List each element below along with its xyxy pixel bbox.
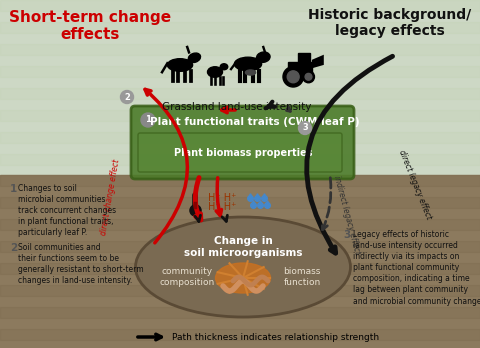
Text: Legacy effects of historic
land-use intensity occurred
indirectly via its impact: Legacy effects of historic land-use inte… [353,230,480,306]
Text: Historic background/
legacy effects: Historic background/ legacy effects [308,8,472,38]
Text: 2: 2 [124,93,130,102]
Circle shape [141,113,155,127]
Text: 3: 3 [302,124,308,133]
Bar [0,154,480,165]
Text: direct legacy effect: direct legacy effect [397,149,433,221]
Text: 2: 2 [10,243,17,253]
Text: Grassland land-use intensity: Grassland land-use intensity [162,102,312,112]
Ellipse shape [256,52,270,62]
Text: Soil communities and
their functions seem to be
generally resistant to short-ter: Soil communities and their functions see… [18,243,144,285]
Text: 3: 3 [343,230,350,240]
Text: direct change effect: direct change effect [99,158,121,236]
Circle shape [302,71,314,83]
Circle shape [120,90,133,103]
Bar [0,175,480,186]
Text: community
composition: community composition [159,267,215,287]
Text: Short-term change
effects: Short-term change effects [9,10,171,42]
Bar [288,62,312,75]
Circle shape [299,121,312,134]
Text: indirect legacy effect: indirect legacy effect [332,175,362,255]
Bar [0,0,480,11]
Text: Plant biomass properties: Plant biomass properties [174,148,312,158]
Text: Path thickness indicates relationship strength: Path thickness indicates relationship st… [172,332,379,341]
Polygon shape [312,55,324,68]
Ellipse shape [135,217,350,317]
Circle shape [287,71,299,83]
Circle shape [283,66,303,87]
Text: Changes to soil
microbial communities
track concurrent changes
in plant function: Changes to soil microbial communities tr… [18,184,116,237]
Bar [0,197,480,208]
Bar [0,66,480,77]
Text: biomass
function: biomass function [283,267,321,287]
Text: 1: 1 [10,184,17,194]
Bar [0,22,480,33]
Ellipse shape [168,59,192,71]
Bar [0,285,480,296]
Polygon shape [256,53,265,61]
FancyBboxPatch shape [138,133,342,172]
Bar [0,110,480,121]
Bar [0,241,480,252]
Text: H⁺ H⁺: H⁺ H⁺ [208,193,236,203]
Ellipse shape [207,67,223,77]
Ellipse shape [245,70,256,75]
Text: H⁺ H⁺: H⁺ H⁺ [208,202,236,212]
Text: Plant functional traits (CWM leaf P): Plant functional traits (CWM leaf P) [150,117,360,127]
Bar [0,88,480,99]
Bar [0,175,480,348]
Ellipse shape [234,57,262,71]
Bar [0,132,480,143]
Circle shape [305,73,312,80]
FancyBboxPatch shape [131,106,354,179]
Bar [0,219,480,230]
Text: Change in
soil microorganisms: Change in soil microorganisms [184,236,302,258]
Ellipse shape [216,263,271,293]
Bar [0,307,480,318]
Bar [0,329,480,340]
Bar [0,44,480,55]
Ellipse shape [220,64,228,70]
Bar [298,53,310,63]
Bar [0,263,480,274]
Text: 1: 1 [145,116,151,125]
Ellipse shape [188,53,201,63]
Polygon shape [187,54,196,61]
Bar [0,0,480,175]
